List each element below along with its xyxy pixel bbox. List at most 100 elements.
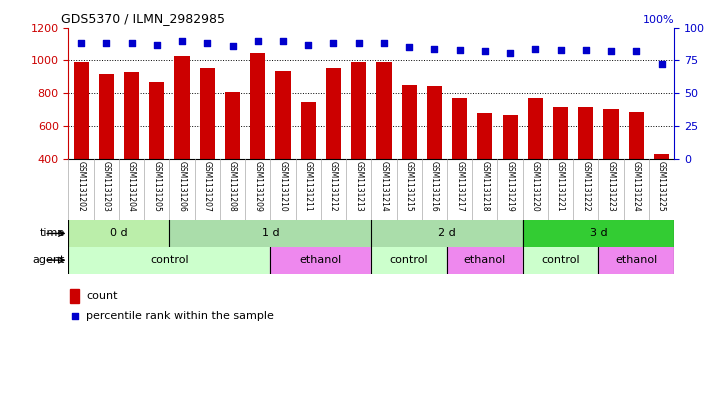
Point (505, 50, 516, 56)
Bar (523, 247, 598, 274)
Text: GSM1131222: GSM1131222 (581, 161, 590, 211)
Point (101, 40, 112, 46)
Text: GSM1131216: GSM1131216 (430, 161, 439, 212)
Bar (200, 68, 215, 159)
Bar (578, 107, 593, 159)
Point (655, 61, 667, 68)
Text: time: time (40, 228, 65, 239)
Text: 2 d: 2 d (438, 228, 456, 239)
Bar (68, 220, 169, 247)
Point (630, 48, 642, 54)
Point (226, 43, 238, 49)
Bar (603, 109, 619, 159)
Text: ethanol: ethanol (300, 255, 342, 265)
Bar (477, 113, 492, 159)
Bar (629, 112, 644, 159)
Text: GSM1131220: GSM1131220 (531, 161, 540, 212)
Bar (452, 98, 467, 159)
Text: GSM1131210: GSM1131210 (278, 161, 288, 212)
Bar (447, 247, 523, 274)
Point (353, 40, 364, 46)
Point (454, 47, 466, 53)
Text: percentile rank within the sample: percentile rank within the sample (87, 311, 274, 321)
Point (76, 40, 87, 46)
Bar (503, 115, 518, 159)
Text: GSM1131202: GSM1131202 (76, 161, 86, 212)
Text: GSM1131206: GSM1131206 (177, 161, 187, 212)
Text: count: count (87, 291, 118, 301)
Bar (124, 72, 139, 159)
Text: GSM1131217: GSM1131217 (455, 161, 464, 212)
Bar (351, 62, 366, 159)
Text: GSM1131221: GSM1131221 (556, 161, 565, 211)
Text: 0 d: 0 d (110, 228, 128, 239)
Text: GSM1131207: GSM1131207 (203, 161, 212, 212)
Point (378, 40, 389, 46)
Text: control: control (541, 255, 580, 265)
Bar (402, 85, 417, 159)
Point (151, 42, 163, 48)
Text: GSM1131212: GSM1131212 (329, 161, 338, 211)
Bar (528, 98, 543, 159)
Text: 1 d: 1 d (262, 228, 279, 239)
Text: GSM1131208: GSM1131208 (228, 161, 237, 212)
Bar (174, 56, 190, 159)
Bar (326, 68, 341, 159)
Text: GDS5370 / ILMN_2982985: GDS5370 / ILMN_2982985 (61, 12, 225, 25)
Point (580, 47, 591, 53)
Bar (598, 247, 674, 274)
Point (303, 42, 314, 48)
Text: ethanol: ethanol (615, 255, 658, 265)
Point (327, 40, 339, 46)
Bar (99, 73, 114, 159)
Point (529, 46, 541, 52)
Bar (523, 220, 674, 247)
Point (176, 38, 187, 44)
Text: GSM1131219: GSM1131219 (505, 161, 515, 212)
Bar (275, 71, 291, 159)
Point (202, 40, 213, 46)
Bar (71, 289, 79, 303)
Bar (301, 101, 316, 159)
Point (555, 47, 567, 53)
Text: GSM1131213: GSM1131213 (354, 161, 363, 212)
Bar (371, 220, 523, 247)
Bar (376, 62, 392, 159)
Point (605, 48, 616, 54)
Text: GSM1131205: GSM1131205 (152, 161, 162, 212)
Text: 3 d: 3 d (590, 228, 607, 239)
Point (126, 40, 138, 46)
Text: GSM1131218: GSM1131218 (480, 161, 490, 211)
Text: GSM1131214: GSM1131214 (379, 161, 389, 212)
Point (428, 46, 440, 52)
Text: GSM1131223: GSM1131223 (606, 161, 616, 212)
Bar (68, 247, 270, 274)
Bar (149, 82, 164, 159)
Point (277, 38, 288, 44)
Bar (74, 62, 89, 159)
Bar (427, 86, 442, 159)
Point (252, 38, 264, 44)
Text: control: control (390, 255, 428, 265)
Bar (553, 107, 568, 159)
Text: GSM1131204: GSM1131204 (127, 161, 136, 212)
Point (404, 44, 415, 50)
Bar (654, 154, 669, 159)
Text: GSM1131215: GSM1131215 (404, 161, 414, 212)
Point (319, 223, 330, 230)
Text: GSM1131203: GSM1131203 (102, 161, 111, 212)
Bar (371, 247, 447, 274)
Text: GSM1131209: GSM1131209 (253, 161, 262, 212)
Bar (225, 92, 240, 159)
Text: control: control (150, 255, 189, 265)
Text: GSM1131211: GSM1131211 (304, 161, 313, 211)
Bar (169, 220, 371, 247)
Text: GSM1131224: GSM1131224 (632, 161, 641, 212)
Bar (250, 53, 265, 159)
Bar (270, 247, 371, 274)
Text: ethanol: ethanol (464, 255, 506, 265)
Text: 100%: 100% (642, 15, 674, 25)
Text: GSM1131225: GSM1131225 (657, 161, 666, 212)
Point (479, 48, 490, 54)
Text: agent: agent (32, 255, 65, 265)
